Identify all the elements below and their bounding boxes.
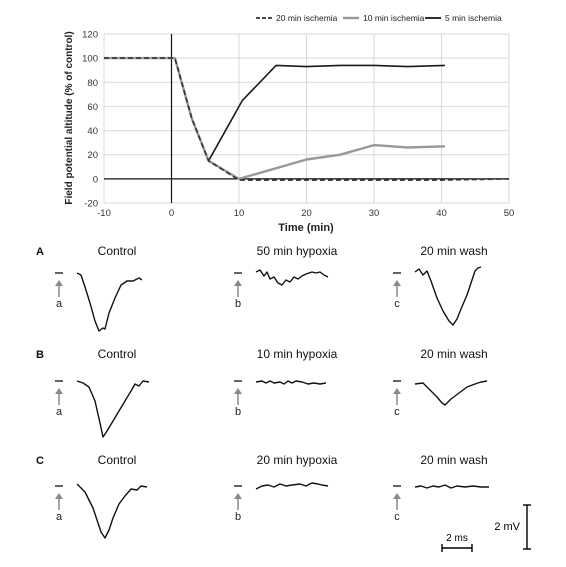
field-potential-trace	[76, 272, 143, 332]
ischemia-line-chart: -20 0 20 40 60 80 100 120 -10 0 10 20 30 40 50 Time (m…	[64, 13, 514, 234]
y-tick-label: 40	[87, 126, 98, 137]
series-line-10-min-ischemia	[104, 56, 445, 181]
row-label: B	[36, 349, 44, 361]
x-tick-label: 20	[301, 208, 312, 219]
row-label: C	[36, 455, 44, 467]
trace-title: 50 min hypoxia	[257, 244, 338, 258]
legend-label: 10 min ischemia	[363, 13, 425, 23]
field-potential-trace	[76, 483, 148, 539]
trace-title: 20 min wash	[420, 453, 487, 467]
marker-label: a	[56, 298, 63, 310]
x-tick-label: -10	[97, 208, 111, 219]
trace-title: Control	[98, 347, 137, 361]
field-potential-trace	[255, 380, 327, 385]
scale-bar-time-label: 2 ms	[446, 533, 468, 544]
chart-axes	[104, 34, 509, 203]
marker-arrowhead-icon	[55, 493, 63, 499]
trace-title: 20 min hypoxia	[257, 453, 338, 467]
y-tick-label: 80	[87, 78, 98, 89]
legend-label: 5 min ischemia	[445, 13, 502, 23]
field-potential-trace	[414, 380, 488, 406]
marker-arrowhead-icon	[393, 388, 401, 394]
field-potential-trace	[255, 269, 329, 286]
marker-label: c	[394, 298, 400, 310]
marker-label: c	[394, 406, 400, 418]
trace-title: 10 min hypoxia	[257, 347, 338, 361]
y-tick-label: 20	[87, 150, 98, 161]
x-tick-label: 0	[169, 208, 174, 219]
marker-arrowhead-icon	[55, 280, 63, 286]
scale-bar-voltage-label: 2 mV	[494, 521, 520, 533]
field-potential-trace	[255, 482, 329, 490]
legend-label: 20 min ischemia	[276, 13, 338, 23]
marker-label: b	[235, 511, 241, 523]
marker-label: a	[56, 511, 63, 523]
field-potential-trace	[76, 380, 150, 438]
chart-gridlines	[103, 33, 510, 204]
marker-label: a	[56, 406, 63, 418]
scale-bar: 2 mV 2 ms	[441, 504, 531, 552]
row-label: A	[36, 246, 44, 258]
marker-label: c	[394, 511, 400, 523]
x-tick-label: 50	[504, 208, 515, 219]
trace-panels: A Control a 50 min hypoxia b 20 min wash c B Con…	[36, 244, 489, 539]
marker-arrowhead-icon	[234, 493, 242, 499]
marker-label: b	[235, 298, 241, 310]
x-tick-label: 30	[369, 208, 380, 219]
marker-arrowhead-icon	[55, 388, 63, 394]
marker-label: b	[235, 406, 241, 418]
trace-title: 20 min wash	[420, 347, 487, 361]
field-potential-trace	[414, 484, 489, 489]
marker-arrowhead-icon	[393, 493, 401, 499]
marker-arrowhead-icon	[234, 280, 242, 286]
y-tick-label: -20	[84, 199, 98, 210]
chart-tick-labels: -20 0 20 40 60 80 100 120 -10 0 10 20 30 40 50	[82, 30, 514, 220]
chart-legend: 20 min ischemia 10 min ischemia 5 min isch…	[256, 13, 502, 23]
trace-title: Control	[98, 453, 137, 467]
y-tick-label: 120	[82, 30, 98, 41]
y-axis-label: Field potential altitude (% of control)	[64, 31, 75, 204]
chart-series	[104, 56, 510, 181]
field-potential-trace	[414, 266, 482, 326]
x-tick-label: 10	[234, 208, 245, 219]
y-tick-label: 60	[87, 102, 98, 113]
y-tick-label: 0	[93, 174, 98, 185]
trace-title: Control	[98, 244, 137, 258]
trace-title: 20 min wash	[420, 244, 487, 258]
x-tick-label: 40	[436, 208, 447, 219]
x-axis-label: Time (min)	[278, 222, 334, 234]
series-line-20-min-ischemia	[104, 57, 510, 181]
y-tick-label: 100	[82, 54, 98, 65]
marker-arrowhead-icon	[234, 388, 242, 394]
marker-arrowhead-icon	[393, 280, 401, 286]
